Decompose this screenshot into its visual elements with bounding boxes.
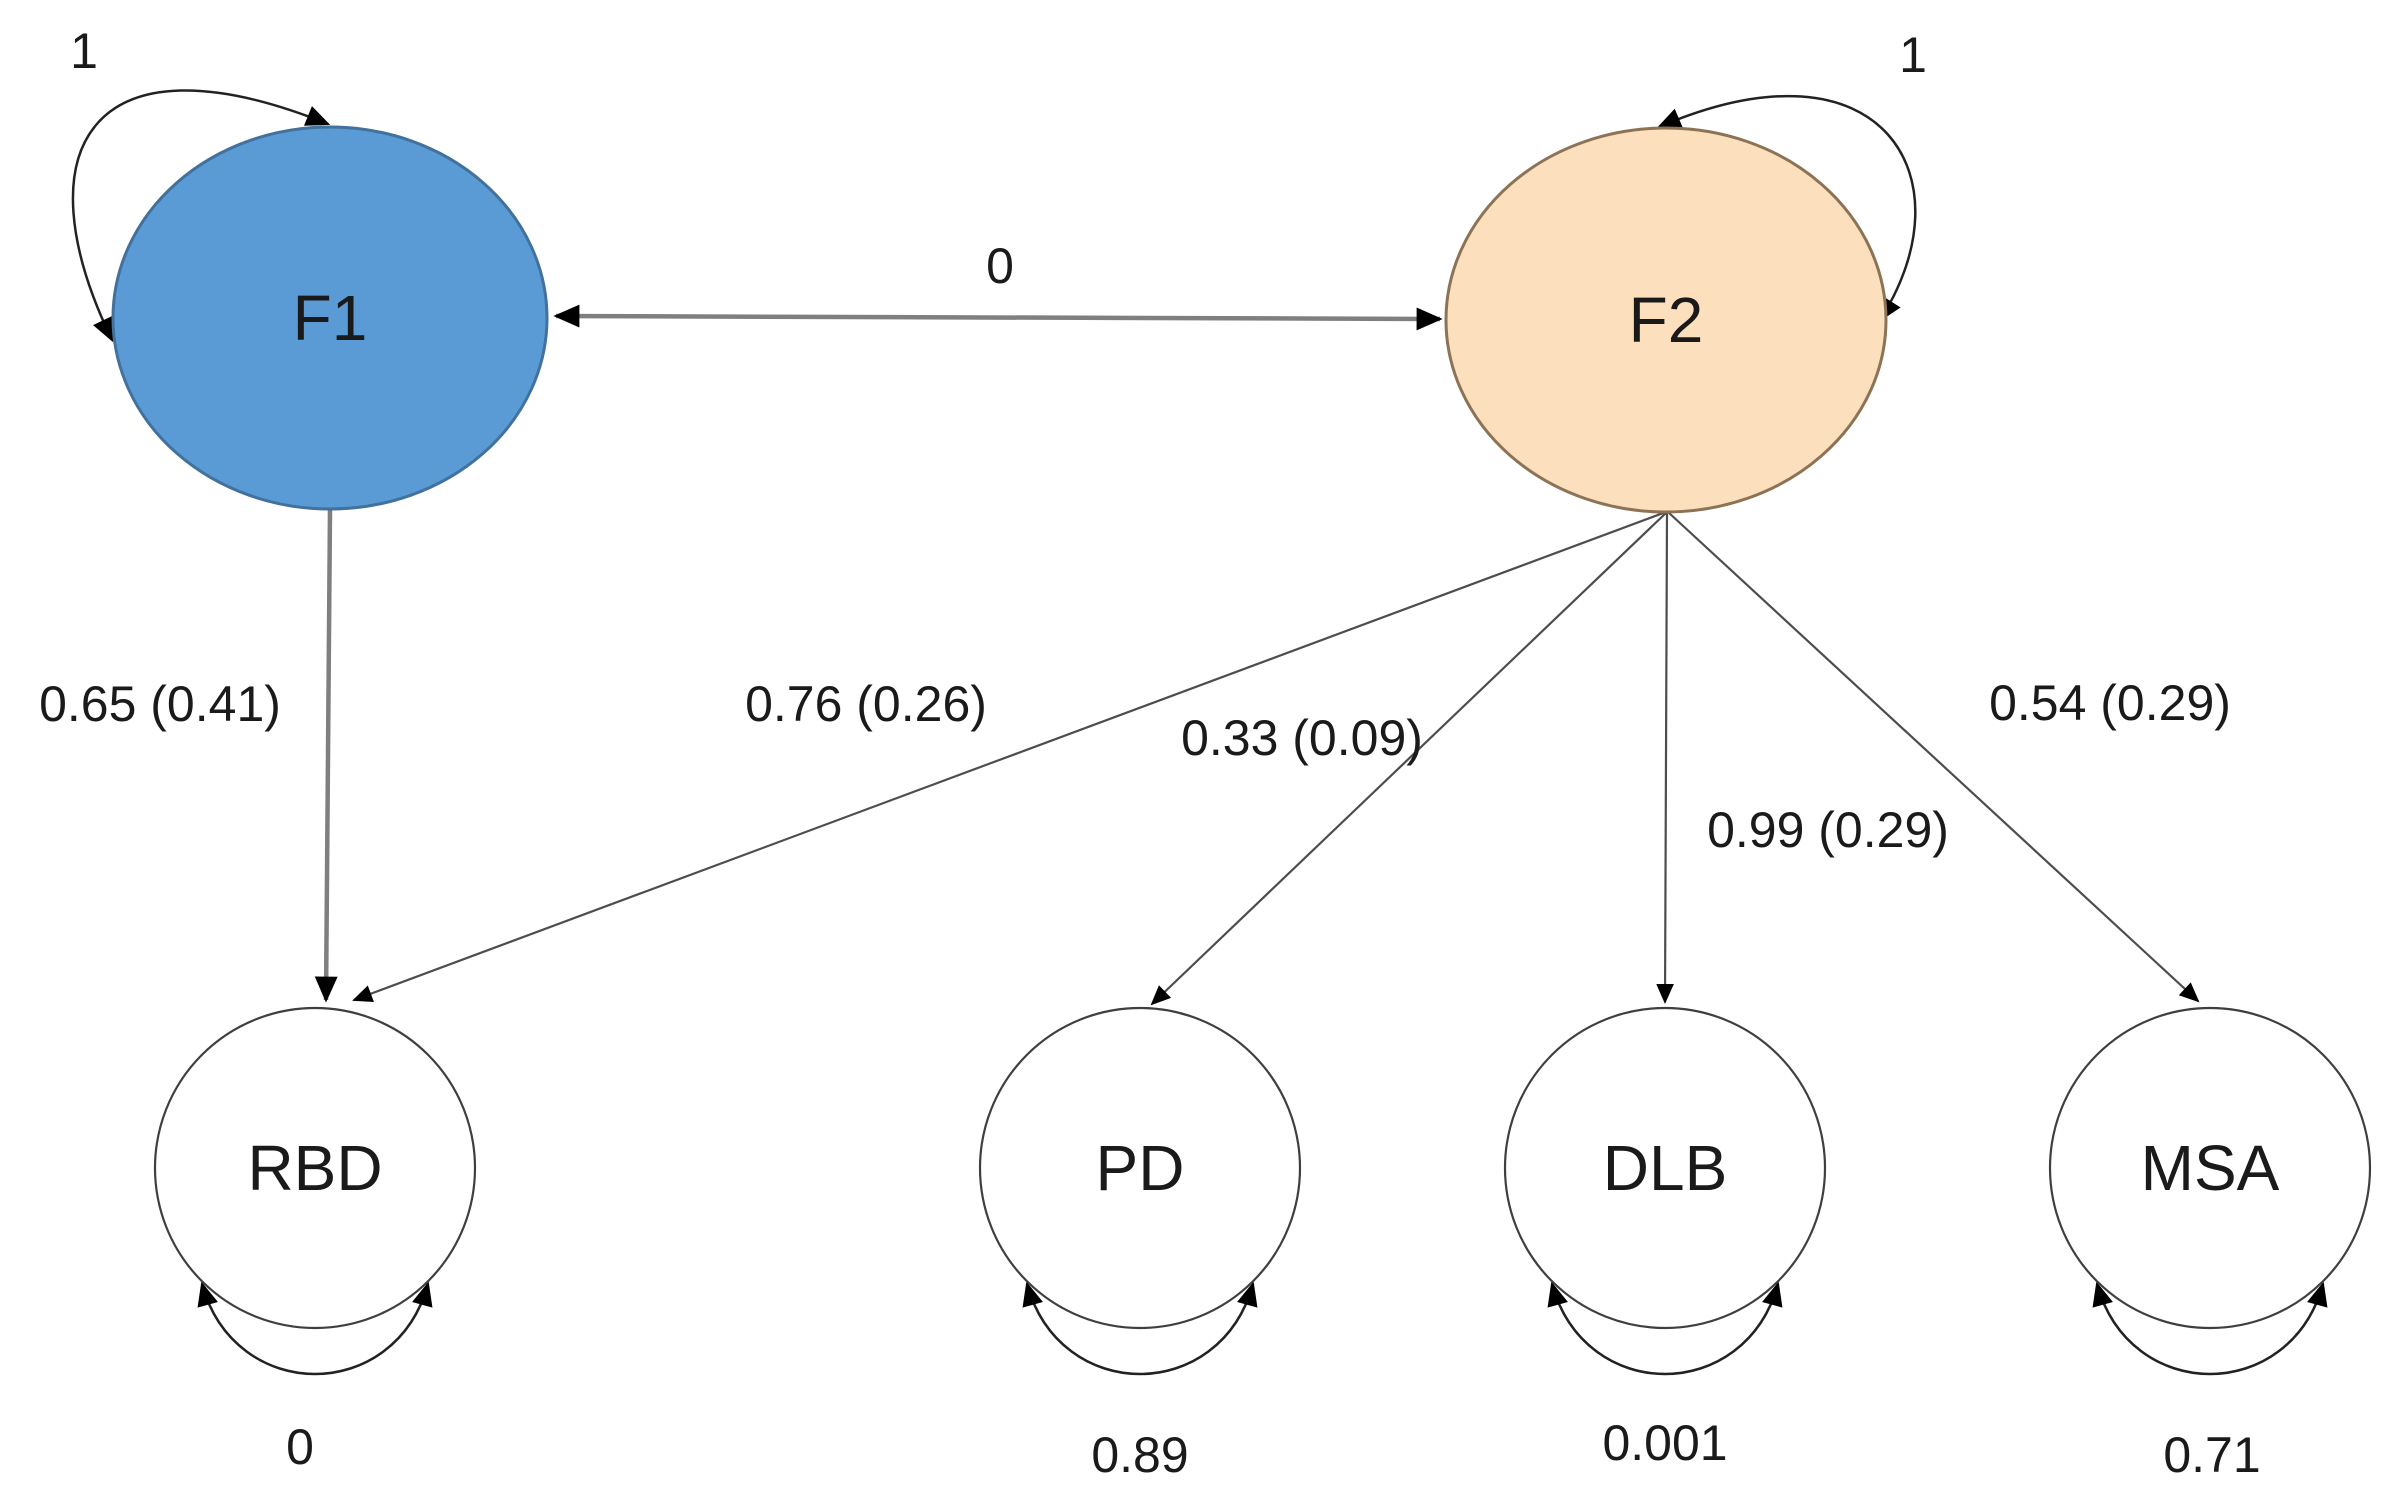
- f2-label: F2: [1629, 284, 1704, 356]
- f2-dlb-label: 0.99 (0.29): [1707, 802, 1949, 858]
- edge-pd-residual: 0.89: [1022, 1281, 1258, 1483]
- f2-variance-label: 1: [1899, 27, 1927, 83]
- pd-circle: [978, 1006, 1302, 1330]
- dlb-residual-arc: [1547, 1281, 1783, 1376]
- pd-residual-label: 0.89: [1091, 1427, 1188, 1483]
- node-dlb: DLB: [1503, 1006, 1827, 1330]
- edge-dlb-residual: 0.001: [1547, 1281, 1783, 1471]
- f2-msa-label: 0.54 (0.29): [1989, 675, 2231, 731]
- node-f1: F1: [111, 125, 549, 511]
- dlb-residual-label: 0.001: [1602, 1415, 1727, 1471]
- pd-label: PD: [1096, 1132, 1185, 1204]
- msa-circle: [2048, 1006, 2372, 1330]
- f2-dlb-line: [1656, 511, 1674, 1004]
- f1-f2-covariance-line: [553, 304, 1443, 331]
- f2-rbd-line: [352, 510, 1667, 1002]
- node-pd: PD: [978, 1006, 1302, 1330]
- node-rbd: RBD: [153, 1006, 477, 1330]
- edge-f2-rbd: 0.76 (0.26): [352, 510, 1667, 1002]
- edge-f2-msa: 0.54 (0.29): [1667, 511, 2231, 1003]
- rbd-residual-label: 0: [286, 1419, 314, 1475]
- edge-rbd-residual: 0: [197, 1281, 433, 1475]
- f1-rbd-line: [314, 509, 338, 1003]
- f2-circle: [1444, 126, 1888, 514]
- rbd-residual-arc: [197, 1281, 433, 1376]
- f1-circle: [111, 125, 549, 511]
- f2-pd-line: [1150, 511, 1668, 1006]
- rbd-circle: [153, 1006, 477, 1330]
- edge-f2-variance: 1: [1656, 27, 1927, 323]
- edge-f1-f2-covariance: 0: [553, 238, 1443, 331]
- f2-pd-label: 0.33 (0.09): [1181, 710, 1423, 766]
- node-f2: F2: [1444, 126, 1888, 514]
- f1-variance-label: 1: [70, 23, 98, 79]
- pd-residual-arc: [1022, 1281, 1258, 1376]
- f1-label: F1: [293, 282, 368, 354]
- f2-variance-arc: [1656, 95, 1917, 323]
- f1-rbd-label: 0.65 (0.41): [39, 676, 281, 732]
- edge-f2-pd: 0.33 (0.09): [1150, 511, 1668, 1006]
- msa-residual-arc: [2092, 1281, 2328, 1376]
- edge-f1-variance: 1: [70, 23, 331, 343]
- dlb-label: DLB: [1603, 1132, 1728, 1204]
- msa-residual-label: 0.71: [2163, 1427, 2260, 1483]
- f1-variance-arc: [71, 89, 331, 343]
- msa-label: MSA: [2141, 1132, 2280, 1204]
- dlb-circle: [1503, 1006, 1827, 1330]
- node-msa: MSA: [2048, 1006, 2372, 1330]
- rbd-label: RBD: [247, 1132, 382, 1204]
- f2-msa-line: [1667, 511, 2200, 1003]
- edge-f1-rbd: 0.65 (0.41): [39, 509, 338, 1003]
- edge-msa-residual: 0.71: [2092, 1281, 2328, 1483]
- edge-f2-dlb: 0.99 (0.29): [1656, 511, 1949, 1004]
- f2-rbd-label: 0.76 (0.26): [745, 676, 987, 732]
- f1-f2-covariance-label: 0: [986, 238, 1014, 294]
